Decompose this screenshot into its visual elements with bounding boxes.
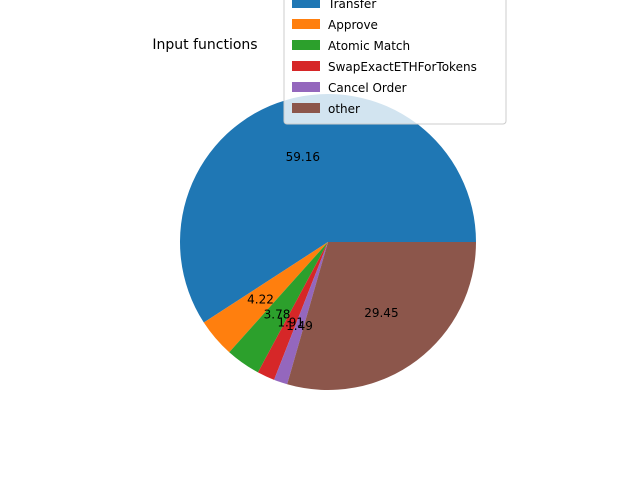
legend-label: Transfer	[327, 0, 376, 11]
legend-swatch	[292, 82, 320, 92]
slice-value-label: 4.22	[247, 293, 274, 307]
pie-slice-swapexactethfortokens	[257, 242, 328, 380]
pie-slice-cancel-order	[274, 242, 328, 385]
pie-slices	[180, 94, 476, 391]
slice-value-label: 59.16	[286, 150, 320, 164]
legend-label: other	[328, 102, 360, 116]
legend-label: Atomic Match	[328, 39, 410, 53]
slice-value-label: 29.45	[364, 306, 398, 320]
slice-value-label: 1.49	[286, 319, 313, 333]
slice-value-label: 3.78	[264, 308, 291, 322]
legend-swatch	[292, 40, 320, 50]
legend-swatch	[292, 0, 320, 8]
legend-label: Cancel Order	[328, 81, 407, 95]
pie-slice-transfer	[180, 94, 476, 323]
legend-box	[283, 0, 507, 125]
pie-slice-other	[287, 242, 476, 391]
legend-label: Approve	[328, 18, 378, 32]
pie-slice-approve	[203, 242, 328, 353]
legend-swatch	[292, 19, 320, 29]
pie-slice-atomic-match	[229, 242, 328, 373]
legend-swatch	[292, 103, 320, 113]
slice-value-label: 1.91	[277, 316, 304, 330]
pie-value-labels: 59.16 4.223.781.911.49 29.45	[247, 150, 398, 333]
legend: Transfer Approve Atomic Match SwapExactETHF…	[283, 0, 507, 125]
chart-title: Input functions	[152, 37, 257, 53]
legend-swatch	[292, 61, 320, 71]
legend-label: SwapExactETHForTokens	[328, 60, 477, 74]
